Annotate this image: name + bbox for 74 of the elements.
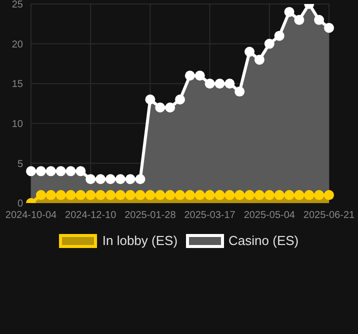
y-tick-label: 0 <box>17 198 24 210</box>
y-tick-label: 15 <box>12 79 24 90</box>
x-tick-label: 2025-03-17 <box>184 210 236 222</box>
point <box>284 6 294 17</box>
point <box>145 94 156 105</box>
point <box>96 174 106 184</box>
y-tick-label: 20 <box>12 39 24 50</box>
point <box>184 70 195 81</box>
point <box>224 78 235 89</box>
x-tick-label: 2024-10-04 <box>5 210 58 222</box>
point <box>234 190 245 200</box>
y-tick-label: 25 <box>12 0 24 11</box>
point <box>105 174 116 184</box>
point <box>115 190 126 200</box>
legend-label: In lobby (ES) <box>102 233 178 248</box>
point <box>135 174 146 184</box>
point <box>294 14 304 25</box>
point <box>234 86 245 97</box>
point <box>155 102 166 112</box>
point <box>86 190 96 200</box>
point <box>324 22 334 33</box>
y-tick-label: 5 <box>17 158 24 170</box>
point <box>26 166 36 176</box>
point <box>324 190 334 200</box>
x-tick-label: 2025-06-21 <box>303 210 356 222</box>
point <box>274 30 284 41</box>
legend-label: Casino (ES) <box>228 233 299 248</box>
point <box>96 190 106 200</box>
point <box>304 190 314 200</box>
point <box>254 190 264 200</box>
point <box>224 190 235 200</box>
point <box>284 190 294 200</box>
point <box>155 190 166 200</box>
point <box>56 190 66 200</box>
point <box>254 54 264 65</box>
point <box>86 174 96 184</box>
point <box>294 190 304 200</box>
point <box>76 190 86 200</box>
point <box>184 190 195 200</box>
point <box>66 166 76 176</box>
x-tick-label: 2025-05-04 <box>244 210 296 222</box>
point <box>46 166 56 176</box>
point <box>274 190 284 200</box>
point <box>244 46 255 57</box>
point <box>66 190 76 200</box>
point <box>214 78 225 89</box>
point <box>204 78 215 89</box>
point <box>46 190 56 200</box>
y-tick-label: 10 <box>12 118 24 130</box>
point <box>105 190 116 200</box>
point <box>125 190 136 200</box>
point <box>194 190 205 200</box>
x-tick-label: 2025-01-28 <box>124 210 176 222</box>
point <box>204 190 215 200</box>
point <box>314 14 324 25</box>
point <box>244 190 255 200</box>
point <box>36 190 46 200</box>
point <box>264 38 274 49</box>
point <box>175 94 185 105</box>
point <box>145 190 156 200</box>
point <box>175 190 185 200</box>
point <box>125 174 136 184</box>
point <box>115 174 126 184</box>
point <box>264 190 274 200</box>
point <box>36 166 46 176</box>
point <box>76 166 86 176</box>
point <box>165 190 176 200</box>
point <box>214 190 225 200</box>
point <box>165 102 176 112</box>
point <box>314 190 324 200</box>
x-tick-label: 2024-12-10 <box>65 210 117 222</box>
point <box>56 166 66 176</box>
point <box>194 70 205 81</box>
point <box>135 190 146 200</box>
